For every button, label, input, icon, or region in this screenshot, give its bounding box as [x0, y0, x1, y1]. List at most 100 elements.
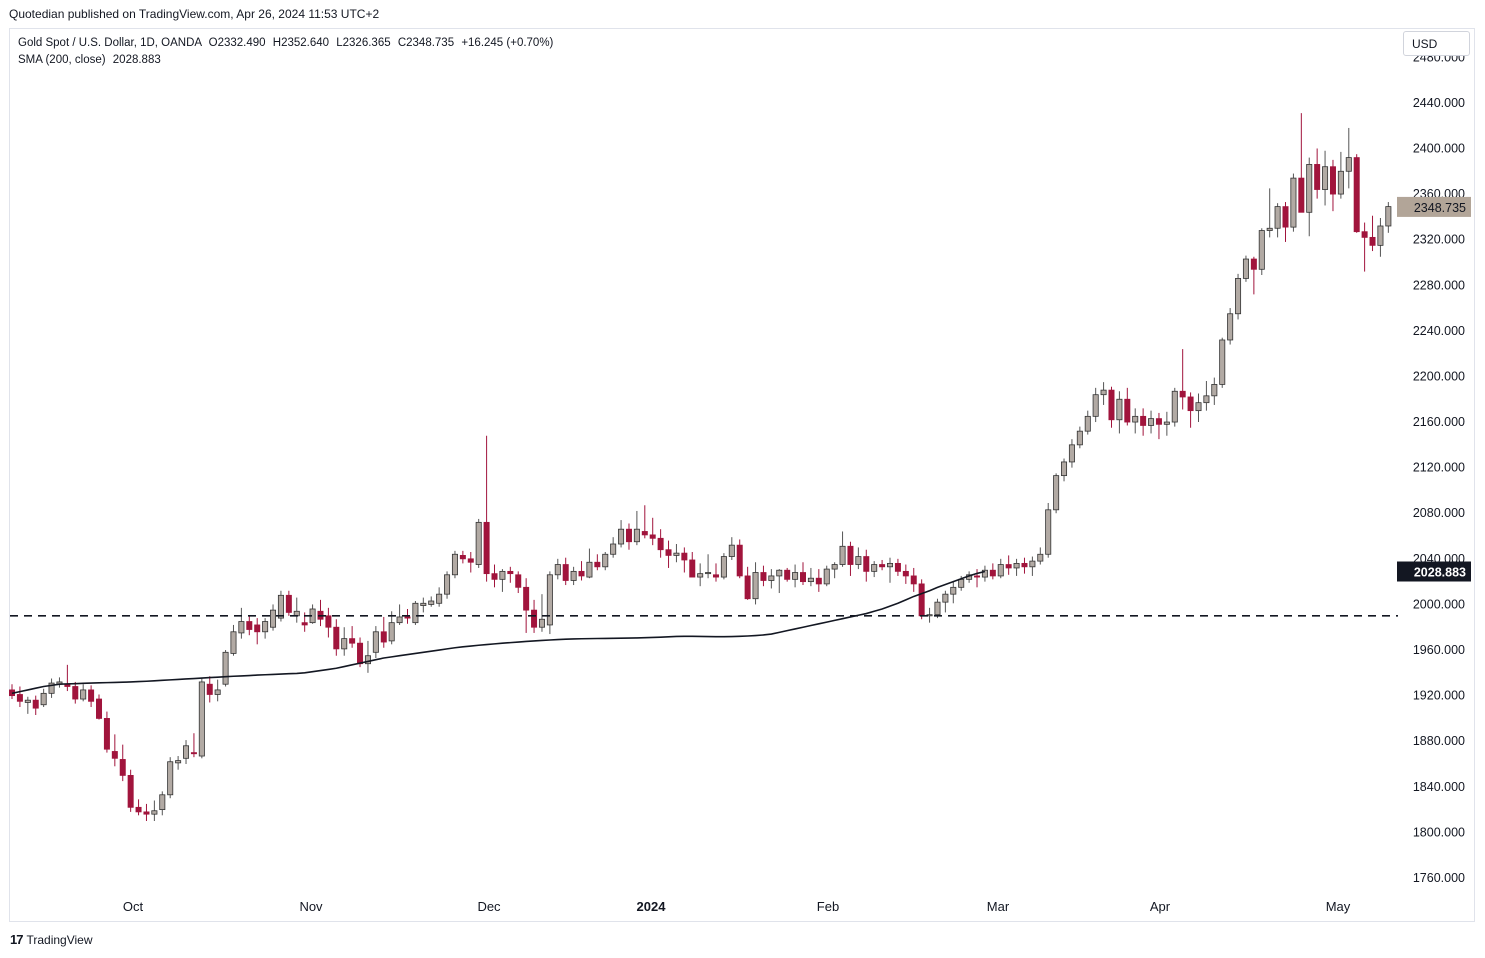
candle	[792, 564, 799, 588]
price-tick-label: 2000.000	[1413, 597, 1465, 611]
sma-200-line	[11, 570, 986, 695]
candle-body	[997, 564, 1004, 577]
publish-credit: Quotedian published on TradingView.com, …	[9, 7, 380, 21]
candle-body	[1290, 177, 1297, 228]
candle-body	[641, 531, 648, 536]
candle	[507, 566, 514, 583]
candle	[1029, 556, 1036, 576]
candle-body	[594, 561, 601, 568]
candle-body	[1329, 166, 1336, 195]
candle	[586, 548, 593, 579]
candle-body	[744, 575, 751, 600]
candle-body	[48, 682, 55, 694]
candle	[1116, 391, 1123, 434]
currency-selector[interactable]: USD	[1403, 31, 1470, 56]
candle-body	[1045, 509, 1052, 555]
candle	[32, 695, 39, 715]
candle	[1329, 159, 1336, 212]
candle	[222, 650, 229, 687]
candle	[1266, 188, 1273, 238]
price-tick-label: 2400.000	[1413, 141, 1465, 155]
candle-body	[989, 569, 996, 577]
candle-body	[183, 745, 190, 759]
candle	[673, 544, 680, 563]
candle-body	[103, 718, 110, 750]
candle	[135, 799, 142, 816]
candle-body	[1250, 258, 1257, 270]
candle-body	[190, 752, 197, 755]
candle-body	[712, 574, 719, 578]
candle-body	[1084, 415, 1091, 432]
candle-body	[1306, 164, 1313, 213]
candle-body	[894, 562, 901, 572]
candle-body	[736, 544, 743, 577]
candle-body	[135, 806, 142, 813]
last-price-label: 2348.735	[1414, 201, 1466, 215]
candle-body	[800, 572, 807, 583]
candle	[1377, 218, 1384, 257]
price-tick-label: 2280.000	[1413, 278, 1465, 292]
candle-body	[451, 553, 458, 576]
candle	[1282, 202, 1289, 242]
candle	[863, 549, 870, 582]
candle	[594, 554, 601, 571]
candle	[554, 558, 561, 580]
candle	[175, 756, 182, 770]
candle-body	[863, 556, 870, 572]
candle-body	[705, 572, 712, 575]
candle-body	[1061, 461, 1068, 477]
candle	[562, 557, 569, 586]
candle-body	[388, 622, 395, 642]
candle	[1148, 410, 1155, 434]
candle	[665, 540, 672, 568]
candle	[871, 561, 878, 578]
candle	[254, 618, 261, 645]
price-tick-label: 1840.000	[1413, 780, 1465, 794]
candle-body	[364, 655, 371, 665]
candle	[467, 551, 474, 573]
candle	[1298, 113, 1305, 213]
candle	[396, 604, 403, 625]
candle-body	[1021, 562, 1028, 568]
candle	[997, 558, 1004, 579]
chart-legend: Gold Spot / U.S. Dollar, 1D, OANDA O2332…	[18, 35, 553, 69]
candle-body	[950, 586, 957, 595]
candle	[657, 529, 664, 558]
candle	[127, 769, 134, 812]
candle-body	[475, 521, 482, 565]
footer-brand[interactable]: 17 TradingView	[10, 932, 93, 947]
candle	[151, 800, 158, 822]
candle	[1353, 154, 1360, 233]
candle-body	[1163, 421, 1170, 425]
symbol-title: Gold Spot / U.S. Dollar, 1D, OANDA	[18, 37, 202, 49]
candle-body	[238, 621, 245, 634]
candle-body	[728, 544, 735, 557]
candle-body	[902, 570, 909, 577]
candle-body	[32, 699, 39, 709]
candle	[1171, 387, 1178, 427]
candle-body	[887, 562, 894, 568]
candle-body	[222, 651, 229, 685]
candle	[167, 757, 174, 799]
candle	[1219, 337, 1226, 388]
candle	[333, 619, 340, 656]
candle	[1132, 408, 1139, 434]
candle	[1258, 228, 1265, 275]
candle-body	[1242, 258, 1249, 279]
candle	[293, 597, 300, 623]
candle-body	[792, 572, 799, 580]
candle-body	[499, 570, 506, 580]
candle	[48, 678, 55, 698]
price-tick-label: 2160.000	[1413, 415, 1465, 429]
candle	[1045, 502, 1052, 558]
candle	[1163, 411, 1170, 436]
candle-body	[847, 545, 854, 565]
candle-body	[689, 559, 696, 578]
candle	[388, 611, 395, 645]
candle	[1068, 439, 1075, 468]
candle	[483, 435, 490, 582]
candle-body	[649, 534, 656, 539]
candle	[752, 562, 759, 605]
candle	[1140, 408, 1147, 436]
